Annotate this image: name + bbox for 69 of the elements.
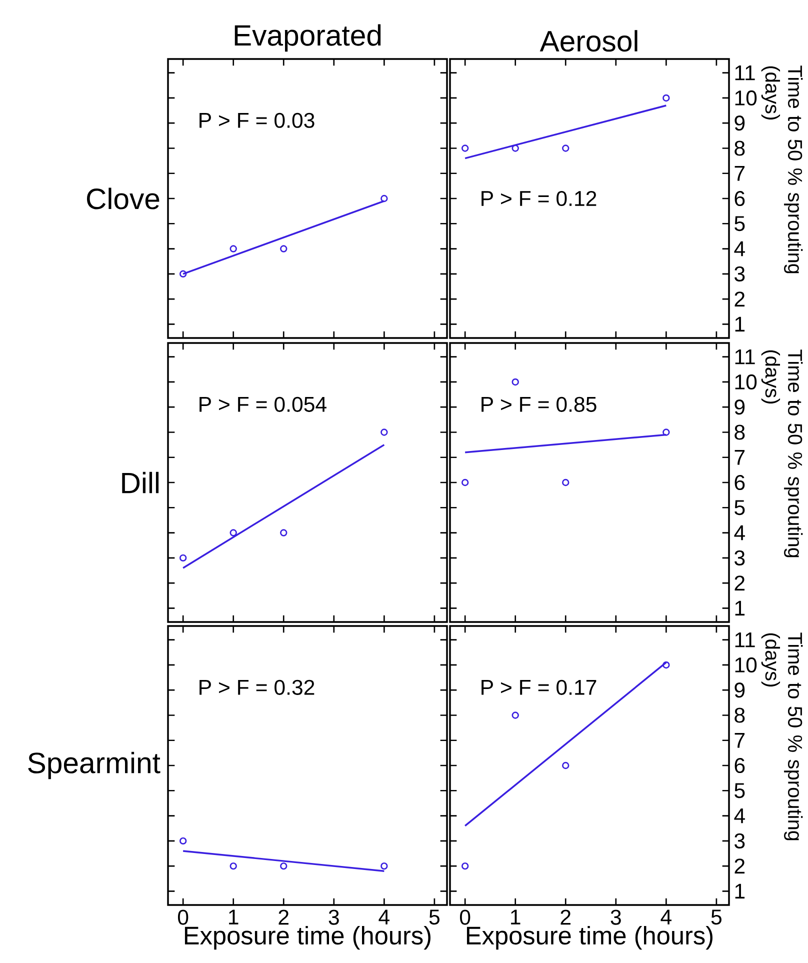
x-tick-label: 1: [511, 910, 520, 924]
annotation: P > F = 0.03: [200, 112, 314, 128]
x-tick-label: 5: [429, 910, 440, 925]
y-tick-label: 10: [735, 374, 757, 390]
y-tick-label: 9: [734, 682, 745, 698]
point: [512, 378, 519, 386]
y-tick-label: 6: [734, 758, 745, 774]
y-tick-label: 2: [734, 858, 745, 874]
point: [461, 478, 469, 486]
x-tick-label: 5: [711, 910, 722, 925]
x-tick-label: 0: [178, 910, 188, 925]
x-axis-title: Exposure time (hours): [466, 926, 712, 950]
y-tick-label: 9: [734, 116, 745, 131]
x-tick-label: 3: [610, 910, 621, 925]
x-tick-label: 2: [560, 910, 570, 925]
point: [662, 428, 670, 436]
point: [562, 478, 570, 486]
y-tick-label: 10: [735, 90, 757, 106]
x-tick-label: 3: [328, 910, 339, 925]
chart-title: Evaporated: [234, 24, 381, 52]
y-tick-label: 1: [735, 884, 745, 899]
y-tick-label: 4: [734, 525, 745, 540]
annotation: P > F = 0.17: [482, 680, 596, 695]
point: [512, 712, 519, 719]
y-tick-label: 11: [735, 632, 755, 648]
y-tick-label: 3: [734, 550, 745, 566]
y-tick-label: 2: [734, 576, 745, 590]
y-tick-label: 11: [735, 65, 755, 80]
y-axis-title: Dill: [122, 472, 159, 494]
y-tick-label: 2: [734, 292, 745, 306]
y-tick-label: 4: [734, 241, 745, 256]
y-tick-label: 6: [734, 190, 745, 206]
y-tick-label: 1: [735, 316, 745, 332]
y-axis-title: Time to 50 % sprouting (days): [761, 632, 803, 840]
annotation: P > F = 0.054: [200, 396, 326, 412]
y-axis-title: Time to 50 % sprouting (days): [761, 66, 803, 274]
y-axis-title: Spearmint: [28, 752, 160, 780]
y-tick-label: 6: [734, 474, 745, 490]
y-tick-label: 8: [734, 140, 745, 156]
annotation: P > F = 0.85: [482, 396, 596, 412]
y-tick-label: 5: [734, 216, 745, 232]
chart-title: Aerosol: [540, 30, 638, 52]
y-tick-label: 4: [734, 808, 745, 824]
point: [461, 862, 469, 870]
y-axis-title: Time to 50 % sprouting (days): [761, 350, 803, 558]
y-tick-label: 5: [734, 783, 745, 798]
annotation: P > F = 0.12: [482, 190, 596, 206]
y-tick-label: 5: [734, 500, 745, 516]
y-tick-label: 7: [734, 166, 745, 181]
y-tick-label: 3: [734, 266, 745, 282]
x-tick-label: 4: [660, 910, 672, 924]
y-tick-label: 9: [734, 400, 745, 415]
x-tick-label: 4: [378, 910, 390, 924]
y-tick-label: 11: [735, 349, 755, 364]
y-tick-label: 7: [734, 733, 745, 748]
x-tick-label: 0: [460, 910, 470, 925]
y-tick-label: 10: [735, 657, 757, 673]
point: [562, 762, 570, 770]
point: [662, 661, 670, 669]
y-tick-label: 8: [734, 424, 745, 440]
y-tick-label: 3: [734, 833, 745, 848]
x-tick-label: 2: [278, 910, 288, 925]
y-axis-title: Clove: [86, 188, 160, 210]
y-tick-label: 7: [734, 450, 745, 465]
x-tick-label: 1: [229, 910, 238, 924]
x-axis-title: Exposure time (hours): [184, 926, 430, 950]
y-tick-label: 1: [735, 600, 745, 616]
annotation: P > F = 0.32: [200, 680, 314, 695]
y-tick-label: 8: [734, 708, 745, 723]
